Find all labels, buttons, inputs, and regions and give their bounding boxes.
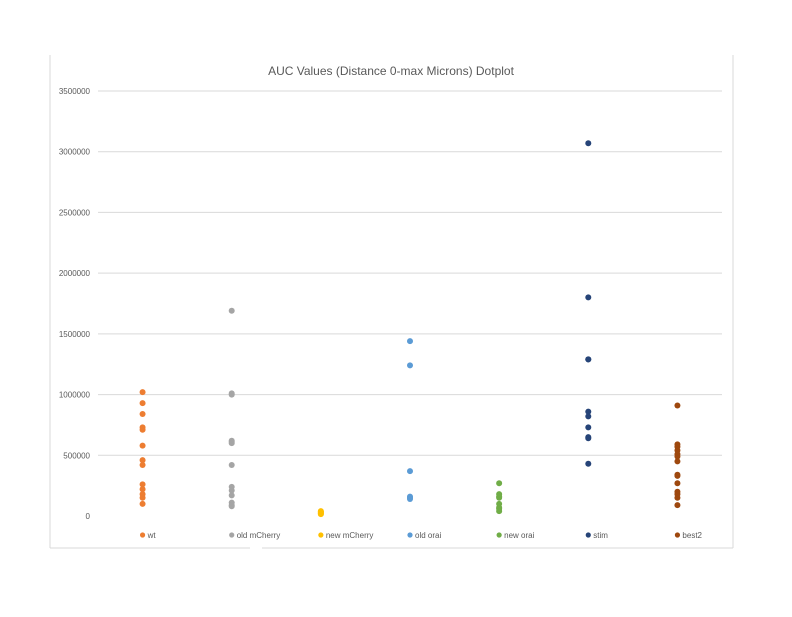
data-point [139, 457, 146, 464]
data-point [496, 508, 503, 515]
data-point [585, 356, 592, 363]
y-tick-label: 1500000 [59, 330, 91, 339]
legend-label: new mCherry [326, 531, 374, 540]
data-point [228, 391, 235, 398]
data-point [674, 494, 681, 501]
data-point [674, 480, 681, 487]
legend-marker [139, 532, 146, 538]
data-point [139, 389, 146, 396]
data-point [139, 426, 146, 433]
data-point [139, 411, 146, 417]
data-point [585, 424, 592, 431]
chart-title: AUC Values (Distance 0-max Microns) Dotp… [268, 64, 515, 78]
data-point [139, 494, 146, 501]
data-point [496, 494, 503, 501]
legend-marker [585, 532, 591, 538]
data-point [317, 511, 324, 518]
legend-label: stim [593, 531, 608, 540]
data-point [496, 480, 503, 487]
legend-label: old mCherry [237, 531, 281, 540]
y-tick-label: 3000000 [59, 148, 91, 157]
data-point [228, 462, 235, 468]
legend-marker [318, 532, 324, 538]
data-point [228, 492, 235, 499]
y-tick-label: 1000000 [59, 391, 91, 400]
data-point [585, 140, 592, 147]
legend: wt old mCherry new mCherry old orai new orai… [139, 531, 703, 540]
data-point [674, 502, 681, 509]
data-point [228, 307, 235, 314]
data-point [585, 408, 592, 415]
legend-marker [407, 532, 413, 538]
legend-label: new orai [504, 531, 534, 540]
data-point [139, 400, 146, 407]
data-point [407, 338, 413, 345]
data-point [139, 486, 146, 493]
data-point [228, 503, 235, 510]
legend-marker [229, 532, 235, 538]
data-point [674, 458, 681, 465]
data-point [407, 362, 413, 369]
data-point [585, 294, 592, 301]
data-point [674, 453, 681, 460]
data-point [228, 487, 235, 494]
data-point [228, 440, 235, 447]
chart-frame [49, 55, 734, 549]
y-tick-label: 500000 [63, 451, 90, 460]
data-point [407, 468, 413, 475]
data-point [585, 435, 592, 442]
gridlines [98, 90, 722, 456]
data-point [407, 496, 413, 502]
data-point [139, 442, 146, 449]
data-point [139, 462, 146, 468]
data-point [585, 460, 592, 467]
legend-label: best2 [682, 531, 702, 540]
legend-marker [496, 532, 502, 538]
data-points [139, 140, 681, 518]
data-point [585, 413, 592, 420]
data-point [139, 481, 146, 488]
legend-label: wt [147, 531, 157, 540]
legend-label: old orai [415, 531, 441, 540]
y-tick-label: 0 [86, 512, 91, 521]
data-point [674, 472, 681, 479]
data-point [674, 402, 681, 409]
legend-marker [674, 532, 681, 538]
y-tick-label: 2000000 [59, 269, 91, 278]
y-tick-labels: 0 500000 1000000 1500000 2000000 2500000 30000… [59, 87, 91, 521]
y-tick-label: 2500000 [59, 208, 91, 217]
y-tick-label: 3500000 [59, 87, 91, 96]
data-point [139, 500, 146, 507]
